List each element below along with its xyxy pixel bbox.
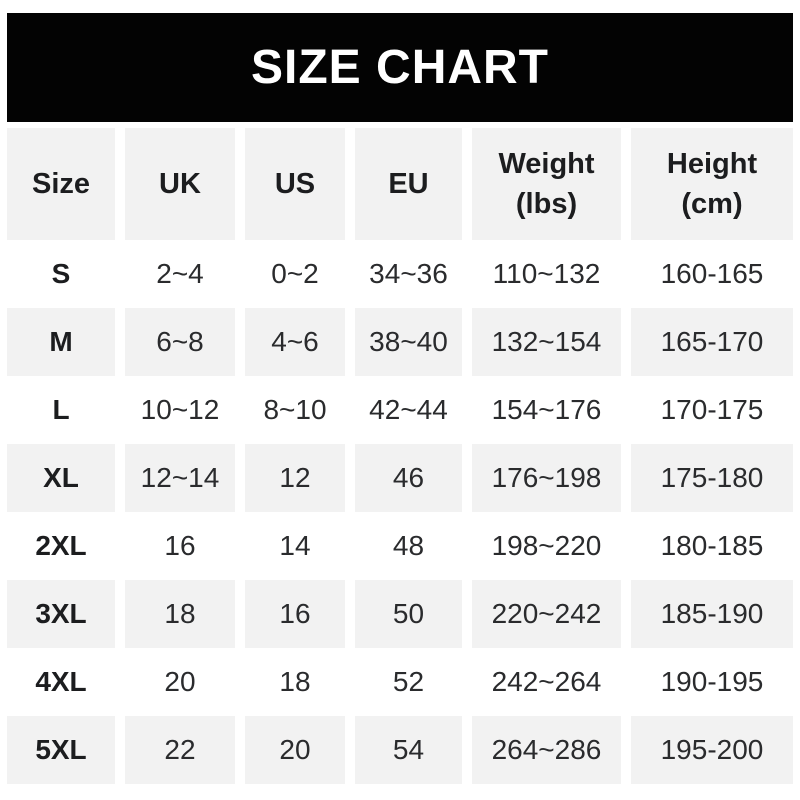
column-header-label: Weight	[498, 148, 595, 180]
table-cell: 154~176	[472, 376, 621, 444]
column-header-size: Size	[7, 128, 115, 240]
column-header-label: US	[274, 168, 316, 200]
table-cell: 8~10	[245, 376, 345, 444]
table-cell: 22	[125, 716, 235, 784]
table-cell: 242~264	[472, 648, 621, 716]
table-cell: 175-180	[631, 444, 793, 512]
table-row: 2XL 16 14 48 198~220 180-185	[7, 512, 793, 580]
column-header-label: UK	[159, 168, 201, 200]
table-cell: 132~154	[472, 308, 621, 376]
size-chart-banner: SIZE CHART	[7, 13, 793, 122]
column-header-us: US	[245, 128, 345, 240]
table-cell: 185-190	[631, 580, 793, 648]
table-cell: 14	[245, 512, 345, 580]
size-cell: 2XL	[7, 512, 115, 580]
table-cell: 110~132	[472, 240, 621, 308]
table-cell: 34~36	[355, 240, 462, 308]
table-cell: 170-175	[631, 376, 793, 444]
table-cell: 6~8	[125, 308, 235, 376]
column-header-uk: UK	[125, 128, 235, 240]
table-row: 3XL 18 16 50 220~242 185-190	[7, 580, 793, 648]
table-cell: 0~2	[245, 240, 345, 308]
column-header-eu: EU	[355, 128, 462, 240]
table-cell: 48	[355, 512, 462, 580]
table-cell: 220~242	[472, 580, 621, 648]
table-cell: 18	[245, 648, 345, 716]
size-cell: L	[7, 376, 115, 444]
table-cell: 16	[125, 512, 235, 580]
table-cell: 12~14	[125, 444, 235, 512]
table-cell: 2~4	[125, 240, 235, 308]
table-row: XL 12~14 12 46 176~198 175-180	[7, 444, 793, 512]
column-header-unit: (cm)	[681, 188, 743, 220]
size-cell: 3XL	[7, 580, 115, 648]
table-cell: 176~198	[472, 444, 621, 512]
table-cell: 264~286	[472, 716, 621, 784]
table-row: L 10~12 8~10 42~44 154~176 170-175	[7, 376, 793, 444]
column-header-unit: (lbs)	[515, 188, 578, 220]
table-cell: 42~44	[355, 376, 462, 444]
size-cell: 5XL	[7, 716, 115, 784]
table-cell: 20	[125, 648, 235, 716]
size-chart-table: Size UK US EU Weight (lbs) Height (cm) S…	[7, 128, 793, 784]
size-chart-title: SIZE CHART	[251, 40, 549, 94]
table-cell: 160-165	[631, 240, 793, 308]
size-cell: M	[7, 308, 115, 376]
column-header-label: EU	[388, 168, 429, 200]
table-cell: 52	[355, 648, 462, 716]
table-row: 4XL 20 18 52 242~264 190-195	[7, 648, 793, 716]
table-cell: 165-170	[631, 308, 793, 376]
size-cell: S	[7, 240, 115, 308]
table-cell: 10~12	[125, 376, 235, 444]
table-header-row: Size UK US EU Weight (lbs) Height (cm)	[7, 128, 793, 240]
table-cell: 50	[355, 580, 462, 648]
table-cell: 38~40	[355, 308, 462, 376]
table-cell: 180-185	[631, 512, 793, 580]
column-header-height: Height (cm)	[631, 128, 793, 240]
column-header-weight: Weight (lbs)	[472, 128, 621, 240]
size-cell: 4XL	[7, 648, 115, 716]
table-cell: 46	[355, 444, 462, 512]
table-cell: 20	[245, 716, 345, 784]
table-cell: 16	[245, 580, 345, 648]
table-row: M 6~8 4~6 38~40 132~154 165-170	[7, 308, 793, 376]
column-header-label: Size	[31, 168, 91, 200]
table-cell: 12	[245, 444, 345, 512]
table-cell: 54	[355, 716, 462, 784]
size-cell: XL	[7, 444, 115, 512]
table-cell: 198~220	[472, 512, 621, 580]
column-header-label: Height	[666, 148, 758, 180]
table-cell: 18	[125, 580, 235, 648]
table-cell: 195-200	[631, 716, 793, 784]
table-cell: 4~6	[245, 308, 345, 376]
table-row: 5XL 22 20 54 264~286 195-200	[7, 716, 793, 784]
table-cell: 190-195	[631, 648, 793, 716]
table-row: S 2~4 0~2 34~36 110~132 160-165	[7, 240, 793, 308]
